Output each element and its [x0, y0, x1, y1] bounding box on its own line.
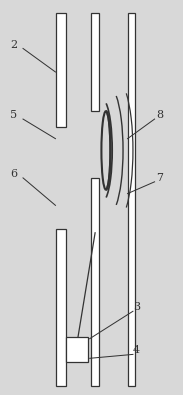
Text: 8: 8: [156, 110, 164, 120]
Bar: [92, 178, 99, 386]
Text: 6: 6: [10, 169, 18, 179]
Text: 7: 7: [156, 173, 163, 183]
Bar: [128, 13, 135, 386]
Text: 4: 4: [133, 346, 140, 356]
Bar: [56, 13, 66, 127]
Bar: [56, 229, 66, 386]
Bar: [92, 13, 99, 111]
Text: 3: 3: [133, 302, 140, 312]
Text: 2: 2: [10, 40, 18, 49]
Text: 5: 5: [10, 110, 18, 120]
Bar: [66, 337, 88, 362]
